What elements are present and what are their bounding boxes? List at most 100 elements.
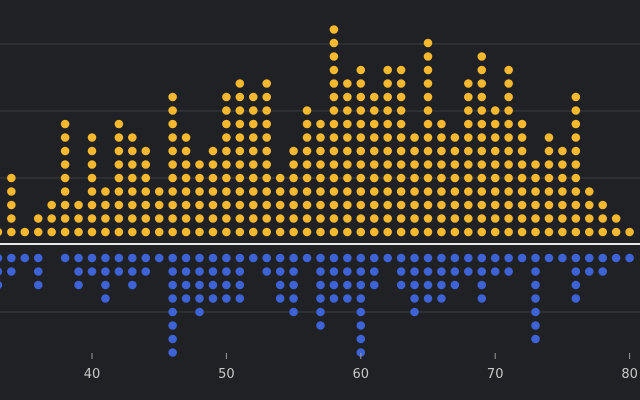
dot-down-61-1 [369, 253, 379, 263]
dot-up-50-6 [222, 160, 231, 169]
dot-down-68-1 [464, 253, 473, 263]
dot-up-76-6 [571, 160, 581, 169]
dot-down-49-1 [208, 253, 218, 263]
dot-up-44-2 [141, 214, 151, 223]
dot-down-71-1 [504, 253, 513, 263]
dot-up-59-8 [343, 133, 352, 142]
dot-up-51-2 [235, 214, 245, 223]
dot-up-40-8 [87, 133, 97, 142]
dot-down-68-2 [464, 267, 473, 276]
dot-up-62-8 [383, 133, 392, 142]
dot-up-46-3 [168, 200, 177, 210]
dot-down-57-2 [316, 267, 325, 276]
dot-up-76-4 [571, 187, 581, 196]
dot-down-60-4 [356, 294, 366, 303]
dot-down-61-2 [369, 267, 379, 276]
dot-down-47-2 [181, 267, 191, 276]
dot-up-74-5 [544, 173, 554, 183]
dot-up-51-10 [235, 106, 245, 115]
dot-up-73-2 [531, 214, 540, 223]
dot-up-58-11 [329, 92, 339, 102]
dot-up-65-15 [423, 38, 433, 48]
dot-up-55-2 [289, 214, 298, 223]
dot-down-48-3 [195, 280, 204, 290]
dot-up-76-7 [571, 146, 581, 156]
dot-up-49-5 [208, 173, 218, 183]
dot-up-46-11 [168, 92, 177, 102]
dot-up-68-9 [464, 119, 473, 129]
dot-up-79-1 [611, 227, 621, 237]
dot-up-63-2 [396, 214, 406, 223]
dot-up-40-2 [87, 214, 97, 223]
dot-up-52-11 [248, 92, 258, 102]
dot-up-55-1 [289, 227, 298, 237]
dot-up-42-7 [114, 146, 124, 156]
dot-up-47-6 [181, 160, 191, 169]
dot-up-75-2 [558, 214, 567, 223]
dot-up-66-6 [437, 160, 446, 169]
dot-up-46-1 [168, 227, 177, 237]
dot-up-75-1 [558, 227, 567, 237]
dot-up-45-4 [154, 187, 164, 196]
dot-up-65-3 [423, 200, 433, 210]
dot-up-58-2 [329, 214, 339, 223]
dot-up-58-16 [329, 25, 339, 34]
dot-up-66-9 [437, 119, 446, 129]
dot-up-57-3 [316, 200, 325, 210]
dot-up-43-5 [128, 173, 137, 183]
dot-up-55-7 [289, 146, 298, 156]
dot-up-58-14 [329, 52, 339, 61]
dot-up-76-2 [571, 214, 581, 223]
dot-up-69-11 [477, 92, 487, 102]
dot-down-60-1 [356, 253, 366, 263]
dot-up-71-1 [504, 227, 513, 237]
dot-up-73-3 [531, 200, 540, 210]
dot-up-50-5 [222, 173, 231, 183]
dot-up-70-2 [490, 214, 500, 223]
dot-down-53-2 [262, 267, 272, 276]
dot-down-55-3 [289, 280, 298, 290]
dot-up-72-4 [517, 187, 527, 196]
dot-up-72-6 [517, 160, 527, 169]
dot-down-41-4 [101, 294, 110, 303]
dot-up-69-7 [477, 146, 487, 156]
dot-up-59-3 [343, 200, 352, 210]
dot-up-71-10 [504, 106, 513, 115]
dot-up-38-9 [60, 119, 70, 129]
dot-down-48-4 [195, 294, 204, 303]
dot-up-53-10 [262, 106, 272, 115]
dot-down-79-1 [611, 253, 621, 263]
dot-up-46-6 [168, 160, 177, 169]
dot-down-59-3 [343, 280, 352, 290]
dot-up-68-5 [464, 173, 473, 183]
dot-up-60-11 [356, 92, 366, 102]
dot-up-61-6 [369, 160, 379, 169]
dot-up-65-7 [423, 146, 433, 156]
series-down [0, 253, 634, 357]
dot-up-48-6 [195, 160, 204, 169]
dot-up-74-2 [544, 214, 554, 223]
dot-down-73-4 [531, 294, 540, 303]
dot-up-44-4 [141, 187, 151, 196]
dot-down-72-1 [517, 253, 527, 263]
dot-up-73-4 [531, 187, 540, 196]
dot-up-76-5 [571, 173, 581, 183]
dot-up-72-5 [517, 173, 527, 183]
dot-down-52-1 [248, 253, 258, 263]
dot-up-39-1 [74, 227, 83, 237]
dot-up-78-1 [598, 227, 608, 237]
dot-up-71-8 [504, 133, 513, 142]
dot-up-70-6 [490, 160, 500, 169]
dot-up-46-10 [168, 106, 177, 115]
dot-up-65-12 [423, 79, 433, 88]
dot-up-56-8 [302, 133, 312, 142]
dot-up-44-1 [141, 227, 151, 237]
dot-up-66-2 [437, 214, 446, 223]
dot-down-50-3 [222, 280, 231, 290]
dot-down-33-2 [0, 267, 3, 276]
dot-up-43-6 [128, 160, 137, 169]
x-tick-label-40: 40 [84, 367, 101, 382]
dot-up-58-13 [329, 65, 339, 75]
dot-up-71-9 [504, 119, 513, 129]
